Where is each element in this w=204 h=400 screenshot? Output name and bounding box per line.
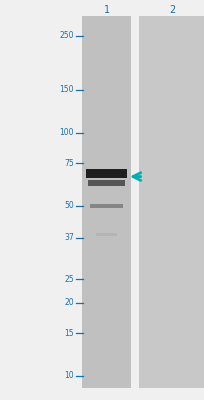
Bar (82, 16, 131, 388)
Text: 20: 20 (64, 298, 73, 307)
Text: 150: 150 (59, 85, 73, 94)
Text: 250: 250 (59, 32, 73, 40)
Text: 50: 50 (64, 201, 73, 210)
Text: 37: 37 (64, 233, 73, 242)
Bar (139, 16, 204, 388)
Bar (86, 169, 126, 178)
Text: 2: 2 (168, 5, 174, 15)
Bar (96, 234, 116, 236)
Bar (88, 180, 124, 186)
Text: 15: 15 (64, 328, 73, 338)
Bar (90, 204, 122, 208)
Text: 1: 1 (103, 5, 109, 15)
Text: 100: 100 (59, 128, 73, 137)
Text: 10: 10 (64, 371, 73, 380)
Text: 25: 25 (64, 274, 73, 284)
Text: 75: 75 (64, 158, 73, 168)
